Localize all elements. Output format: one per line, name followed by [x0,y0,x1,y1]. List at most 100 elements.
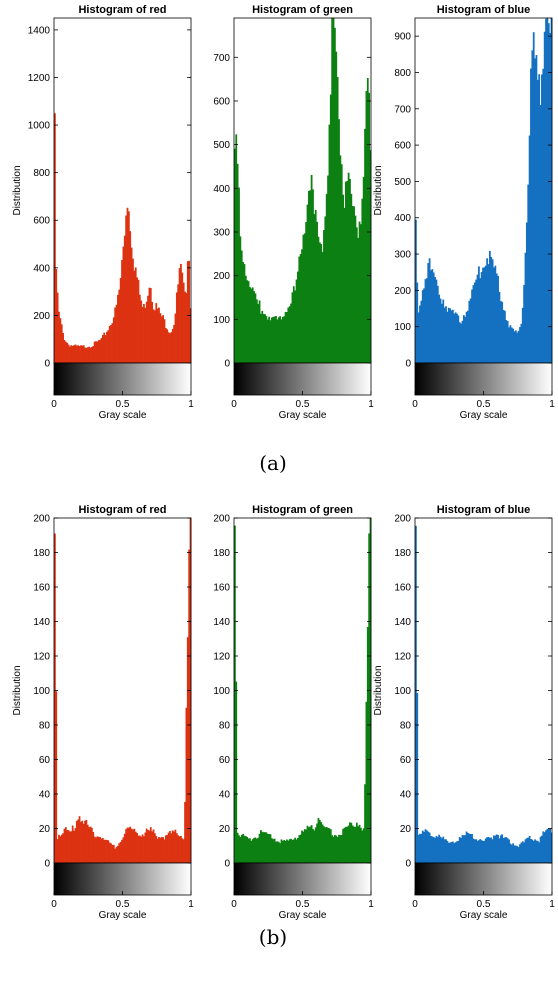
histogram-bar [283,840,286,863]
histogram-bar [360,224,362,363]
y-tick-label: 200 [213,514,230,525]
histogram-bar [509,325,512,363]
y-tick-label: 140 [33,617,50,628]
y-tick-label: 80 [39,721,51,732]
histogram-bar [90,827,93,863]
y-tick-label: 400 [33,263,50,274]
histogram-bar [67,830,70,863]
histogram-bar [312,189,314,363]
histogram-bar [95,837,97,863]
histogram-bar [294,837,297,863]
histogram-bar [118,289,121,363]
panel-title: Histogram of red [78,504,166,516]
histogram-bar [331,18,334,363]
histogram-bar [482,267,484,363]
histogram-bar [186,261,189,363]
y-tick-label: 60 [400,755,412,766]
histogram-bar [112,317,115,363]
y-tick-label: 0 [224,859,230,870]
histogram-bar [144,307,147,363]
grayscale-bar [414,362,553,396]
y-axis-label: Distribution [373,665,384,715]
histogram-bar [480,272,483,363]
histogram-bar [318,242,321,363]
histogram-bar [284,311,287,363]
histogram-bar [97,340,100,363]
y-tick-label: 1400 [28,25,51,36]
histogram-bar [155,836,158,863]
histogram-bar [515,330,517,363]
histogram-bar [368,92,371,363]
histogram-bar [425,830,428,863]
histogram-bar [331,835,334,863]
histogram-bar [457,840,460,863]
histogram-bar [309,190,312,363]
histogram-bar [320,244,323,363]
histogram-bar [432,837,435,863]
histogram-bar [180,835,182,863]
histogram-bar [442,299,445,363]
histogram-bar [137,835,140,863]
y-tick-label: 40 [400,790,412,801]
histogram-bar [56,839,59,863]
histogram-bar [435,835,438,863]
histogram-bar [530,68,532,363]
histogram-bar [465,311,468,363]
histogram-bar [266,833,269,863]
histogram-bar [310,825,313,863]
histogram-bar [119,841,122,863]
x-axis-label: Gray scale [279,910,327,921]
histogram-bar [493,835,495,863]
histogram-bar [476,840,479,863]
histogram-bar [449,842,452,863]
histogram-bar [297,271,299,363]
histogram-bar [327,827,329,863]
histogram-bar [442,836,445,863]
y-tick-label: 100 [33,686,50,697]
histogram-bar [351,825,354,863]
histogram-bar [140,300,143,363]
histogram-bar [305,222,308,363]
histogram-bar [251,839,254,863]
histogram-bar [454,312,457,363]
histogram-bar [298,256,301,363]
histogram-bar [133,828,136,863]
y-tick-label: 0 [224,359,230,370]
histogram-bar [258,833,261,863]
histogram-bar [54,113,56,363]
histogram-bar [439,298,442,363]
histogram-bar [443,307,446,363]
y-tick-label: 20 [400,824,412,835]
histogram-bar [167,332,170,363]
histogram-bar [117,294,119,363]
histogram-bar [494,265,497,363]
histogram-bar [317,236,320,363]
histogram-bar [56,292,59,363]
histogram-bar [328,828,331,863]
histogram-bar [541,74,543,363]
histogram-bar [96,836,99,863]
histogram-bar [340,164,343,363]
x-tick-label: 0.5 [116,399,130,410]
histogram-bar [62,332,64,363]
histogram-bar [523,842,525,863]
y-tick-label: 40 [39,790,51,801]
histogram-bar [273,838,276,863]
histogram-bar [324,216,327,363]
histogram-bar [244,836,247,863]
histogram-bar [472,285,475,363]
histogram-bar [122,246,125,363]
histogram-bar [309,826,312,863]
histogram-bar [126,827,129,863]
histogram-bar [151,831,154,863]
histogram-bar [484,838,487,863]
histogram-bar [299,254,302,363]
histogram-bar [69,831,71,863]
y-tick-label: 900 [394,32,411,43]
histogram-bar [137,279,140,363]
caption-b: (b) [259,925,287,949]
histogram-bar [265,832,268,863]
y-tick-label: 120 [213,652,230,663]
histogram-bar [488,250,491,363]
